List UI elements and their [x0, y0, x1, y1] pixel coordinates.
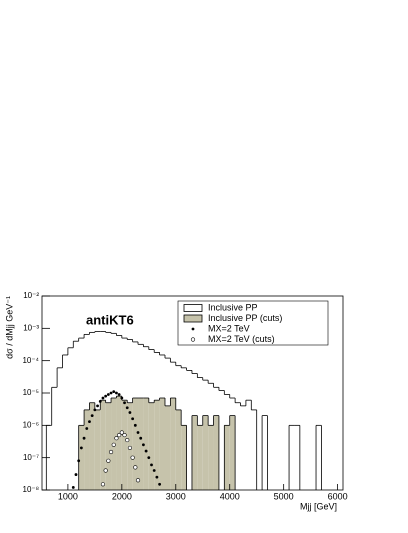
bar — [170, 398, 176, 490]
bar — [229, 415, 236, 490]
bar — [84, 409, 90, 490]
legend-box — [177, 300, 329, 346]
legend-label: MX=2 TeV — [208, 323, 250, 333]
y-tick-label: 10⁻³ — [23, 323, 39, 332]
point — [104, 394, 108, 398]
point — [139, 436, 143, 440]
point — [79, 446, 83, 450]
x-tick-label: 4000 — [220, 491, 240, 501]
bar — [100, 400, 106, 490]
bar — [191, 415, 198, 490]
point — [142, 443, 145, 447]
bar — [138, 398, 144, 490]
point — [117, 432, 122, 438]
bar — [78, 425, 85, 490]
legend-label: Inclusive PP — [208, 302, 258, 312]
point — [144, 449, 148, 453]
point — [114, 436, 119, 441]
point — [85, 427, 89, 430]
x-tick-label: 5000 — [274, 491, 294, 501]
legend-label: MX=2 TeV (cuts) — [208, 334, 275, 344]
y-tick-label: 10⁻² — [23, 291, 39, 300]
x-tick-label: 2000 — [112, 491, 132, 501]
point — [120, 396, 124, 400]
bar — [121, 400, 128, 490]
bar — [116, 396, 122, 490]
point — [123, 401, 126, 405]
bar — [105, 402, 112, 490]
bar — [132, 398, 139, 490]
point — [136, 431, 140, 434]
legend-swatch — [191, 327, 195, 331]
bar — [94, 409, 101, 490]
point — [128, 411, 132, 414]
point — [135, 478, 141, 483]
point — [112, 390, 116, 394]
point — [101, 396, 105, 400]
bar — [148, 402, 155, 490]
point — [106, 458, 111, 463]
point — [106, 393, 110, 396]
point — [158, 482, 161, 486]
x-axis-label: Mjj [GeV] — [300, 501, 337, 511]
hist-edge — [78, 396, 236, 490]
point — [88, 420, 91, 424]
bar — [213, 415, 219, 490]
bar — [154, 400, 160, 490]
point — [90, 414, 94, 418]
y-axis-label: dσ / dMjj GeV⁻¹ — [4, 296, 14, 359]
point — [122, 432, 127, 438]
point — [131, 417, 135, 421]
bar — [197, 425, 203, 490]
x-tick-label: 6000 — [328, 491, 348, 501]
bar — [175, 409, 182, 490]
legend-swatch — [183, 304, 203, 312]
y-tick-label: 10⁻⁵ — [23, 388, 39, 397]
bar — [143, 398, 149, 490]
point — [93, 408, 97, 412]
point — [98, 399, 102, 403]
point — [100, 482, 106, 487]
point — [77, 459, 81, 463]
point — [74, 473, 78, 476]
point — [119, 430, 124, 435]
point — [71, 486, 75, 489]
point — [155, 475, 159, 479]
point — [108, 449, 114, 455]
point — [127, 445, 133, 451]
point — [117, 393, 121, 396]
point — [147, 456, 151, 460]
point — [133, 465, 138, 470]
y-tick-label: 10⁻⁴ — [22, 356, 39, 365]
point — [82, 436, 86, 440]
point — [103, 468, 108, 473]
bar — [208, 425, 214, 490]
point — [125, 406, 129, 410]
legend-label: Inclusive PP (cuts) — [208, 313, 282, 323]
bar — [164, 405, 171, 490]
point — [96, 404, 99, 408]
point — [133, 423, 137, 427]
legend-swatch — [183, 314, 203, 323]
legend-swatch — [190, 337, 196, 342]
point — [152, 469, 156, 472]
x-tick-label: 3000 — [166, 491, 186, 501]
point — [150, 463, 153, 467]
point — [130, 455, 135, 460]
bar — [224, 425, 230, 490]
y-tick-label: 10⁻⁶ — [23, 420, 39, 429]
point — [111, 442, 116, 447]
bar — [89, 402, 95, 490]
annotation: antiKT6 — [86, 312, 134, 327]
y-tick-label: 10⁻⁸ — [23, 485, 40, 494]
bar — [181, 425, 187, 490]
y-tick-label: 10⁻⁷ — [23, 453, 39, 462]
bar — [159, 398, 165, 490]
point — [109, 391, 113, 395]
bar — [202, 415, 209, 490]
point — [115, 391, 118, 395]
x-tick-label: 1000 — [58, 491, 78, 501]
point — [125, 437, 130, 443]
